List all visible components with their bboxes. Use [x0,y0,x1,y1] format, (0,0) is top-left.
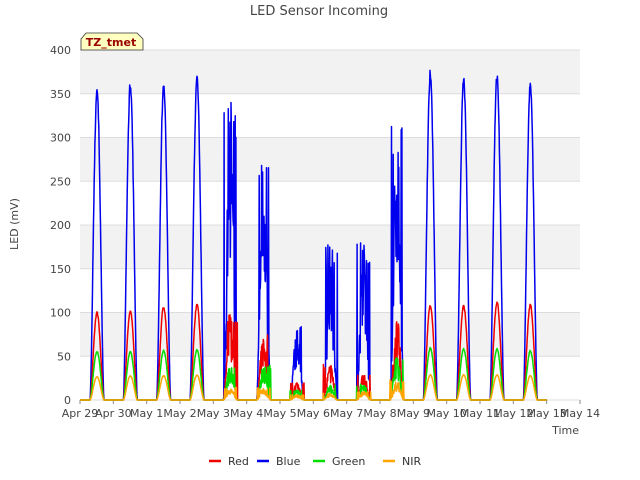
legend-label: Green [332,455,365,468]
x-tick-label: May 9 [397,407,430,420]
legend-item-green: Green [313,455,365,468]
x-tick-label: May 7 [330,407,363,420]
legend: Red Blue Green NIR [209,455,421,468]
x-tick-label: May 14 [560,407,600,420]
site-tag-box [80,32,144,51]
legend-item-blue: Blue [257,455,301,468]
x-tick-label: May 1 [130,407,163,420]
grid-band [80,93,580,138]
x-tick-label: Apr 30 [95,407,132,420]
x-tick-label: May 11 [460,407,500,420]
x-tick-label: May 6 [297,407,330,420]
y-axis-ticks: 0 50 100 150 200 250 300 350 400 [50,44,71,407]
x-tick-label: May 5 [263,407,296,420]
x-tick-label: May 4 [230,407,263,420]
grid-band [80,137,580,182]
legend-label: Red [228,455,249,468]
chart-title: LED Sensor Incoming [250,4,388,19]
y-tick-label: 400 [50,44,71,57]
y-axis-label: LED (mV) [8,198,21,250]
x-tick-label: May 2 [163,407,196,420]
y-tick-label: 350 [50,88,71,101]
legend-item-red: Red [209,455,249,468]
y-tick-label: 100 [50,307,71,320]
series-line-nir [79,373,548,401]
legend-label: Blue [276,455,301,468]
x-tick-label: May 8 [363,407,396,420]
x-tick-label: May 12 [493,407,533,420]
legend-label: NIR [402,455,421,468]
y-tick-label: 250 [50,175,71,188]
x-tick-label: Apr 29 [62,407,99,420]
legend-item-nir: NIR [383,455,421,468]
x-tick-label: May 3 [197,407,230,420]
x-tick-label: May 13 [527,407,567,420]
site-tag-label: TZ_tmet [86,36,136,49]
x-tick-label: May 10 [427,407,467,420]
series-lines [79,69,548,401]
y-tick-label: 0 [64,394,71,407]
x-axis-label: Time [551,424,579,437]
y-tick-label: 300 [50,132,71,145]
site-tag: TZ_tmet [80,32,144,51]
y-tick-label: 50 [57,350,71,363]
grid-band [80,50,580,94]
y-tick-label: 200 [50,219,71,232]
y-tick-label: 150 [50,263,71,276]
grid-band [80,181,580,225]
grid-bands [80,49,580,401]
